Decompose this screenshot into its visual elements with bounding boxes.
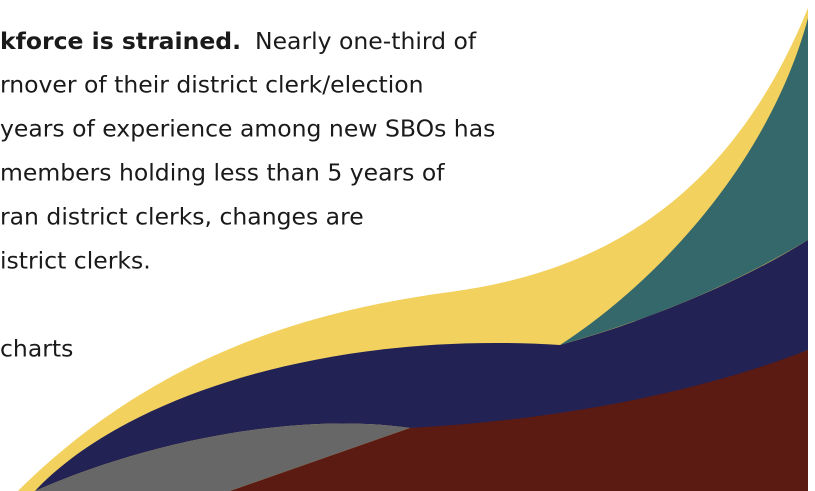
paragraph-line: istrict clerks. (0, 247, 151, 275)
paragraph-line: rnover of their district clerk/election (0, 71, 424, 99)
paragraph-line: years of experience among new SBOs has (0, 115, 495, 143)
paragraph-line: kforce is strained. Nearly one-third of (0, 27, 477, 55)
lead-rest: Nearly one-third of (255, 27, 477, 55)
lead: kforce is strained. (0, 27, 241, 55)
red-swoosh (230, 350, 808, 491)
paragraph-line: ran district clerks, changes are (0, 203, 364, 231)
paragraph-line: members holding less than 5 years of (0, 159, 445, 187)
navy-swoosh (35, 240, 808, 491)
teal-swoosh (560, 18, 808, 345)
gray-swoosh (35, 423, 410, 491)
caption: charts (0, 335, 73, 363)
